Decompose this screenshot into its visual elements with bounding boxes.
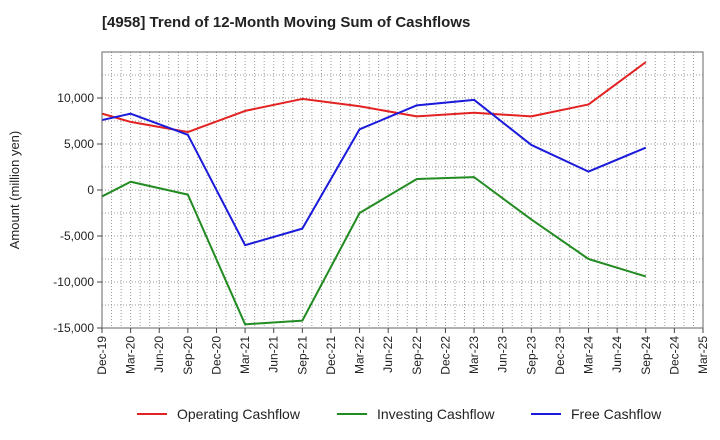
x-tick-label: Jun-21 [267, 336, 281, 373]
x-tick-label: Mar-21 [238, 336, 252, 374]
legend: Operating Cashflow Investing Cashflow Free… [137, 406, 662, 422]
y-tick-label: 5,000 [64, 137, 94, 151]
legend-label-investing-cashflow: Investing Cashflow [377, 406, 495, 422]
y-tick-label: -5,000 [60, 229, 94, 243]
x-tick-labels: Dec-19 Mar-20 Jun-20 Sep-20 Dec-20 Mar-21 Jun-… [95, 328, 710, 375]
x-tick-label: Dec-23 [553, 336, 567, 375]
x-tick-label: Mar-20 [124, 336, 138, 374]
y-axis-label: Amount (million yen) [7, 131, 22, 250]
x-tick-label: Mar-23 [467, 336, 481, 374]
series-line-investing-cashflow [101, 176, 647, 326]
x-tick-label: Mar-24 [582, 336, 596, 374]
x-tick-label: Dec-21 [324, 336, 338, 375]
x-tick-label: Dec-24 [667, 336, 681, 375]
y-tick-labels: -15,000 -10,000 -5,000 0 5,000 10,000 [53, 91, 102, 335]
legend-label-operating-cashflow: Operating Cashflow [177, 406, 301, 422]
x-tick-label: Sep-21 [295, 336, 309, 375]
x-tick-label: Jun-23 [496, 336, 510, 373]
x-tick-label: Sep-24 [639, 336, 653, 375]
x-tick-label: Jun-24 [610, 336, 624, 373]
x-tick-label: Dec-19 [95, 336, 109, 375]
series-line-operating-cashflow [101, 61, 647, 134]
grid [102, 52, 703, 328]
series-lines [101, 61, 647, 326]
x-tick-label: Dec-22 [438, 336, 452, 375]
y-tick-label: 10,000 [57, 91, 94, 105]
x-tick-label: Sep-22 [410, 336, 424, 375]
x-tick-label: Sep-20 [181, 336, 195, 375]
x-tick-label: Jun-20 [152, 336, 166, 373]
x-tick-label: Sep-23 [524, 336, 538, 375]
x-tick-label: Mar-25 [696, 336, 710, 374]
series-line-free-cashflow [101, 98, 647, 247]
y-tick-label: -10,000 [53, 275, 94, 289]
chart-title: [4958] Trend of 12-Month Moving Sum of C… [102, 14, 471, 31]
legend-label-free-cashflow: Free Cashflow [571, 406, 662, 422]
x-tick-label: Dec-20 [209, 336, 223, 375]
x-tick-label: Mar-22 [353, 336, 367, 374]
x-tick-label: Jun-22 [381, 336, 395, 373]
y-tick-label: 0 [87, 183, 94, 197]
y-tick-label: -15,000 [53, 321, 94, 335]
